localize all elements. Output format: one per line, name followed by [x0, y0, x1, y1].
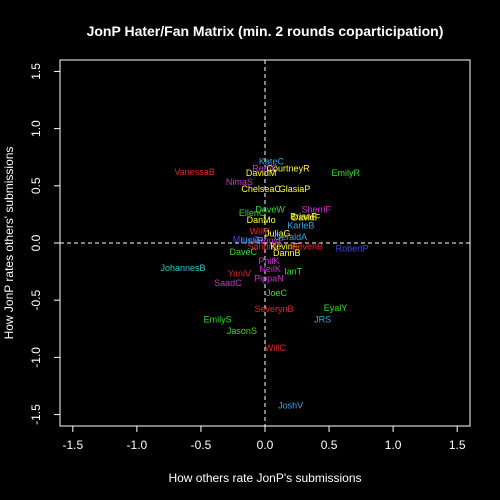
- point-label: DavidF: [292, 213, 321, 223]
- x-tick-label: -1.5: [62, 438, 83, 452]
- point-label: DaveC: [229, 247, 257, 257]
- point-label: EyalY: [324, 303, 348, 313]
- point-label: EmilyS: [204, 314, 232, 324]
- point-label: GeraldA: [274, 232, 307, 242]
- point-label: EmilyR: [331, 168, 360, 178]
- point-label: KevinF: [270, 241, 299, 251]
- point-label: ChelseaC: [241, 184, 281, 194]
- point-label: StevenB: [289, 241, 323, 251]
- point-label: RemC: [252, 164, 278, 174]
- point-label: SherriF: [301, 205, 331, 215]
- x-axis: -1.5 -1.0 -0.5 0.0 0.5 1.0 1.5: [62, 426, 466, 452]
- point-label: DavidM: [246, 168, 277, 178]
- x-tick-label: 1.0: [385, 438, 402, 452]
- point-label: JuliaG: [265, 229, 291, 239]
- y-tick-label: -0.5: [29, 290, 43, 311]
- x-tick-label: 0.0: [257, 438, 274, 452]
- point-label: JoeC: [266, 288, 288, 298]
- y-tick-label: 1.0: [29, 120, 43, 137]
- point-label: DannB: [273, 248, 301, 258]
- point-label: SeverynB: [254, 304, 293, 314]
- point-label: CourtneyR: [267, 164, 311, 174]
- point-label: EllenC: [239, 208, 266, 218]
- x-tick-label: -0.5: [191, 438, 212, 452]
- point-label: GlasiaP: [279, 184, 311, 194]
- y-axis-label: How JonP rates others' submissions: [2, 147, 16, 340]
- point-label: JasonS: [227, 326, 257, 336]
- point-label: SaadC: [214, 278, 242, 288]
- point-label: KarleB: [287, 221, 314, 231]
- point-label: YaniV: [228, 269, 251, 279]
- point-label: NimaS: [226, 177, 253, 187]
- chart-title: JonP Hater/Fan Matrix (min. 2 rounds cop…: [87, 23, 444, 39]
- point-label: JRS: [314, 314, 331, 324]
- y-tick-label: 0.0: [29, 234, 43, 251]
- point-label: WillC: [265, 343, 286, 353]
- point-label: JoshV: [278, 400, 303, 410]
- reference-lines: [60, 60, 470, 426]
- point-label: WillB: [250, 226, 271, 236]
- y-tick-label: -1.5: [29, 404, 43, 425]
- point-label: MauiC: [233, 234, 260, 244]
- x-tick-label: 0.5: [321, 438, 338, 452]
- point-label: DanMo: [247, 215, 276, 225]
- point-label: VanessaB: [174, 167, 214, 177]
- y-axis: -1.5 -1.0 -0.5 0.0 0.5 1.0 1.5: [29, 63, 60, 425]
- point-label: NeilK: [259, 264, 281, 274]
- point-label: KateC: [259, 157, 285, 167]
- x-axis-label: How others rate JonP's submissions: [168, 471, 361, 485]
- point-label: IanT: [284, 266, 303, 276]
- point-label: PippaN: [254, 273, 284, 283]
- point-label: RobertP: [336, 244, 369, 254]
- x-tick-label: -1.0: [127, 438, 148, 452]
- y-tick-label: -1.0: [29, 347, 43, 368]
- point-label: PhilK: [258, 256, 279, 266]
- point-label: BrianF: [290, 212, 317, 222]
- x-tick-label: 1.5: [449, 438, 466, 452]
- y-tick-label: 0.5: [29, 177, 43, 194]
- point-label: SandraP: [247, 241, 282, 251]
- point-label: JennyF: [254, 236, 284, 246]
- point-label: DaveW: [255, 205, 285, 215]
- point-label: JohannesB: [160, 263, 205, 273]
- y-tick-label: 1.5: [29, 63, 43, 80]
- point-label: LisaR: [241, 236, 265, 246]
